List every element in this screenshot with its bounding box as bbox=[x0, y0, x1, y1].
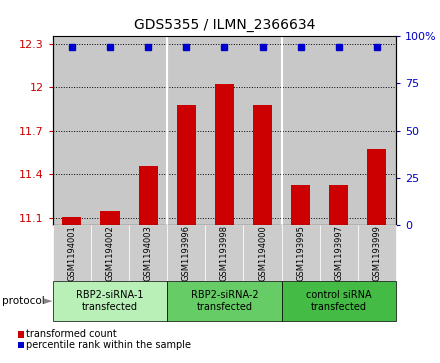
Text: GSM1194001: GSM1194001 bbox=[67, 225, 77, 281]
Title: GDS5355 / ILMN_2366634: GDS5355 / ILMN_2366634 bbox=[134, 19, 315, 33]
Bar bbox=[129, 36, 167, 225]
Bar bbox=[291, 185, 310, 225]
Text: GSM1193999: GSM1193999 bbox=[372, 225, 381, 281]
Text: GSM1193996: GSM1193996 bbox=[182, 225, 191, 281]
Text: transformed count: transformed count bbox=[26, 329, 117, 339]
Text: GSM1194003: GSM1194003 bbox=[143, 225, 153, 281]
Bar bbox=[167, 36, 205, 225]
Text: GSM1193995: GSM1193995 bbox=[296, 225, 305, 281]
Bar bbox=[100, 211, 120, 225]
Text: protocol: protocol bbox=[2, 296, 45, 306]
Text: RBP2-siRNA-2
transfected: RBP2-siRNA-2 transfected bbox=[191, 290, 258, 312]
Text: RBP2-siRNA-1
transfected: RBP2-siRNA-1 transfected bbox=[76, 290, 144, 312]
Bar bbox=[139, 166, 158, 225]
Bar bbox=[91, 36, 129, 225]
Bar bbox=[367, 149, 386, 225]
Bar bbox=[215, 84, 234, 225]
Bar bbox=[205, 36, 243, 225]
Bar bbox=[53, 36, 91, 225]
Text: GSM1194000: GSM1194000 bbox=[258, 225, 267, 281]
Text: percentile rank within the sample: percentile rank within the sample bbox=[26, 340, 191, 350]
Bar bbox=[329, 185, 348, 225]
Bar bbox=[253, 105, 272, 225]
Bar bbox=[282, 36, 320, 225]
Bar bbox=[177, 105, 196, 225]
Text: GSM1194002: GSM1194002 bbox=[106, 225, 114, 281]
Text: GSM1193998: GSM1193998 bbox=[220, 225, 229, 281]
Bar bbox=[62, 217, 81, 225]
Bar bbox=[358, 36, 396, 225]
Bar bbox=[320, 36, 358, 225]
Bar bbox=[243, 36, 282, 225]
Text: ►: ► bbox=[44, 296, 52, 306]
Text: control siRNA
transfected: control siRNA transfected bbox=[306, 290, 372, 312]
Text: GSM1193997: GSM1193997 bbox=[334, 225, 343, 281]
